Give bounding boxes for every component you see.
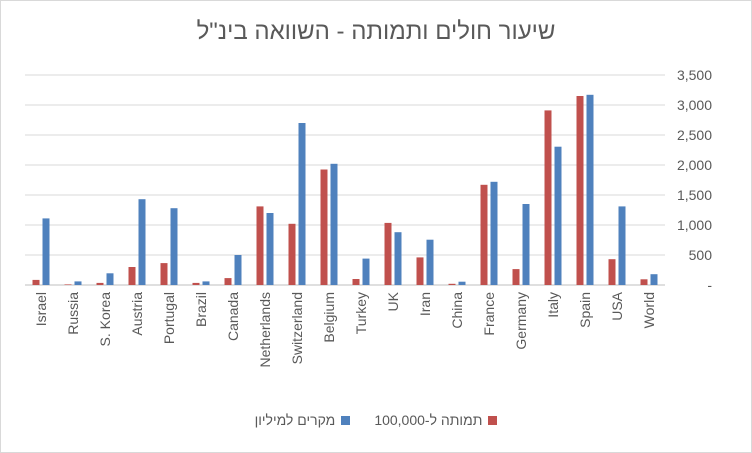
legend-swatch-cases xyxy=(341,415,351,425)
y-tick-label: 3,000 xyxy=(677,97,712,113)
legend-entry-deaths: תמותה ל-100,000 xyxy=(374,412,498,428)
bar-deaths-uk xyxy=(384,222,392,285)
x-tick-label: Belgium xyxy=(321,292,337,343)
bar-deaths-italy xyxy=(544,110,552,286)
x-tick-label: Austria xyxy=(129,292,145,336)
x-tick-label: Germany xyxy=(513,292,529,350)
bar-cases-canada xyxy=(234,255,242,285)
bar-deaths-russia xyxy=(64,284,72,285)
legend-label-cases: מקרים למיליון xyxy=(254,412,336,428)
bar-cases-belgium xyxy=(330,163,338,285)
chart-title: שיעור חולים ותמותה - השוואה בינ"ל xyxy=(196,18,556,45)
bar-cases-germany xyxy=(522,204,530,285)
x-tick-label: Spain xyxy=(577,292,593,328)
bar-deaths-brazil xyxy=(192,282,200,285)
bar-cases-switzerland xyxy=(298,123,306,285)
x-tick-label: Brazil xyxy=(193,292,209,327)
bar-cases-world xyxy=(650,274,658,285)
bar-deaths-spain xyxy=(576,96,584,285)
bar-cases-italy xyxy=(554,146,562,285)
bar-cases-uk xyxy=(394,232,402,285)
bar-deaths-world xyxy=(640,279,648,285)
x-tick-label: Russia xyxy=(65,292,81,335)
bar-cases-france xyxy=(490,181,498,285)
bar-cases-austria xyxy=(138,199,146,285)
bar-deaths-turkey xyxy=(352,279,360,285)
bar-deaths-usa xyxy=(608,259,616,285)
x-tick-label: Israel xyxy=(33,292,49,326)
bar-deaths-austria xyxy=(128,267,136,285)
bar-deaths-china xyxy=(448,283,456,285)
legend-swatch-deaths xyxy=(488,415,498,425)
legend-entry-cases: מקרים למיליון xyxy=(255,412,351,428)
bar-cases-usa xyxy=(618,206,626,285)
x-tick-label: China xyxy=(449,292,465,329)
bar-deaths-iran xyxy=(416,257,424,285)
x-tick-label: Canada xyxy=(225,292,241,341)
y-tick-label: 2,500 xyxy=(677,127,712,143)
y-tick-label: 500 xyxy=(689,247,713,263)
bar-cases-s-korea xyxy=(106,273,114,285)
x-tick-label: USA xyxy=(609,291,625,320)
x-tick-label: World xyxy=(641,292,657,328)
x-tick-label: Iran xyxy=(417,292,433,316)
bar-deaths-netherlands xyxy=(256,206,264,285)
legend: מקרים למיליון תמותה ל-100,000 xyxy=(0,412,752,428)
bar-deaths-switzerland xyxy=(288,223,296,285)
bar-cases-portugal xyxy=(170,208,178,285)
bar-deaths-portugal xyxy=(160,263,168,285)
bar-deaths-s-korea xyxy=(96,282,104,285)
bar-cases-brazil xyxy=(202,281,210,285)
y-tick-label: 1,000 xyxy=(677,217,712,233)
bar-cases-netherlands xyxy=(266,213,274,285)
bar-cases-iran xyxy=(426,239,434,285)
bar-cases-russia xyxy=(74,281,82,285)
bar-cases-turkey xyxy=(362,258,370,285)
bar-cases-israel xyxy=(42,218,50,285)
bar-cases-spain xyxy=(586,94,594,285)
x-tick-label: Turkey xyxy=(353,292,369,334)
bar-deaths-israel xyxy=(32,279,40,285)
legend-label-deaths: תמותה ל-100,000 xyxy=(374,412,483,428)
x-tick-label: Italy xyxy=(545,292,561,318)
y-tick-label: 2,000 xyxy=(677,157,712,173)
bar-deaths-france xyxy=(480,184,488,285)
x-tick-label: France xyxy=(481,292,497,336)
y-tick-label: 1,500 xyxy=(677,187,712,203)
bar-cases-china xyxy=(458,281,466,285)
x-tick-label: Switzerland xyxy=(289,292,305,364)
bar-deaths-belgium xyxy=(320,169,328,285)
x-tick-label: UK xyxy=(385,291,401,311)
bar-deaths-canada xyxy=(224,278,232,285)
y-tick-label: - xyxy=(707,277,712,293)
y-tick-label: 3,500 xyxy=(677,67,712,83)
x-tick-label: Portugal xyxy=(161,292,177,344)
x-tick-label: Netherlands xyxy=(257,292,273,368)
x-tick-label: S. Korea xyxy=(97,292,113,347)
bar-deaths-germany xyxy=(512,269,520,285)
